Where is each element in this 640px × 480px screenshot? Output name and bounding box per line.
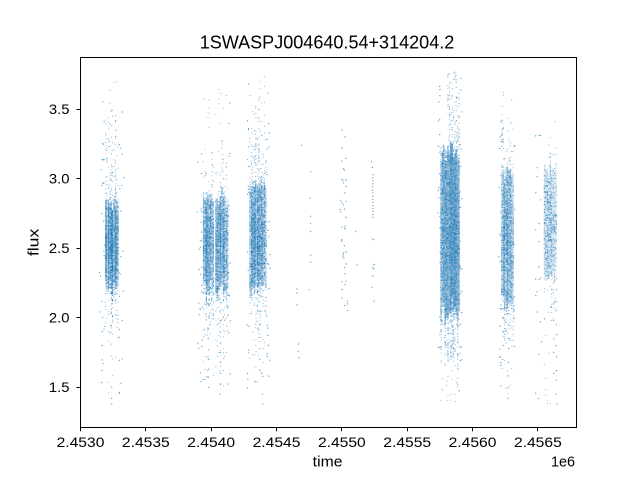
svg-text:2.4550: 2.4550 — [318, 435, 366, 450]
svg-text:flux: flux — [27, 229, 43, 257]
svg-text:2.4565: 2.4565 — [514, 435, 562, 450]
svg-text:2.4540: 2.4540 — [187, 435, 235, 450]
svg-text:2.4555: 2.4555 — [383, 435, 431, 450]
svg-text:2.4530: 2.4530 — [57, 435, 105, 450]
svg-text:1e6: 1e6 — [551, 455, 575, 471]
svg-text:2.5: 2.5 — [49, 241, 70, 256]
svg-text:time: time — [313, 455, 343, 471]
svg-text:1.5: 1.5 — [49, 380, 70, 395]
svg-text:2.0: 2.0 — [49, 311, 70, 326]
svg-text:2.4535: 2.4535 — [122, 435, 170, 450]
svg-text:2.4560: 2.4560 — [449, 435, 497, 450]
svg-text:3.5: 3.5 — [49, 102, 70, 117]
svg-text:2.4545: 2.4545 — [253, 435, 301, 450]
svg-text:1SWASPJ004640.54+314204.2: 1SWASPJ004640.54+314204.2 — [200, 31, 455, 52]
svg-text:3.0: 3.0 — [49, 171, 70, 186]
